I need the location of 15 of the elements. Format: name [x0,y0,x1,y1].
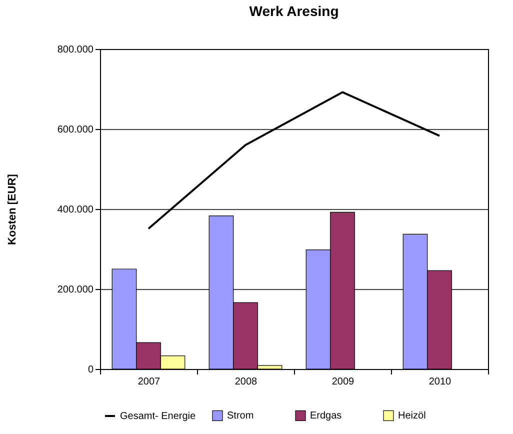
legend-label: Erdgas [310,410,342,422]
y-tick-label: 0 [88,364,94,376]
y-tick-label: 400.000 [57,204,94,216]
x-tick-label: 2010 [428,376,452,388]
legend-label: Strom [227,410,254,422]
x-tick-label: 2007 [138,376,161,388]
y-tick-label: 800.000 [57,44,94,56]
x-tick-label: 2008 [234,376,258,388]
y-tick-label: 600.000 [57,124,94,136]
legend-label: Heizöl [398,410,426,422]
y-axis-title: Kosten [EUR] [6,174,18,245]
y-tick-label: 200.000 [57,284,94,296]
x-tick-label: 2009 [332,376,355,388]
chart-title: Werk Aresing [249,3,339,19]
legend-label: Gesamt- Energie [120,411,196,422]
